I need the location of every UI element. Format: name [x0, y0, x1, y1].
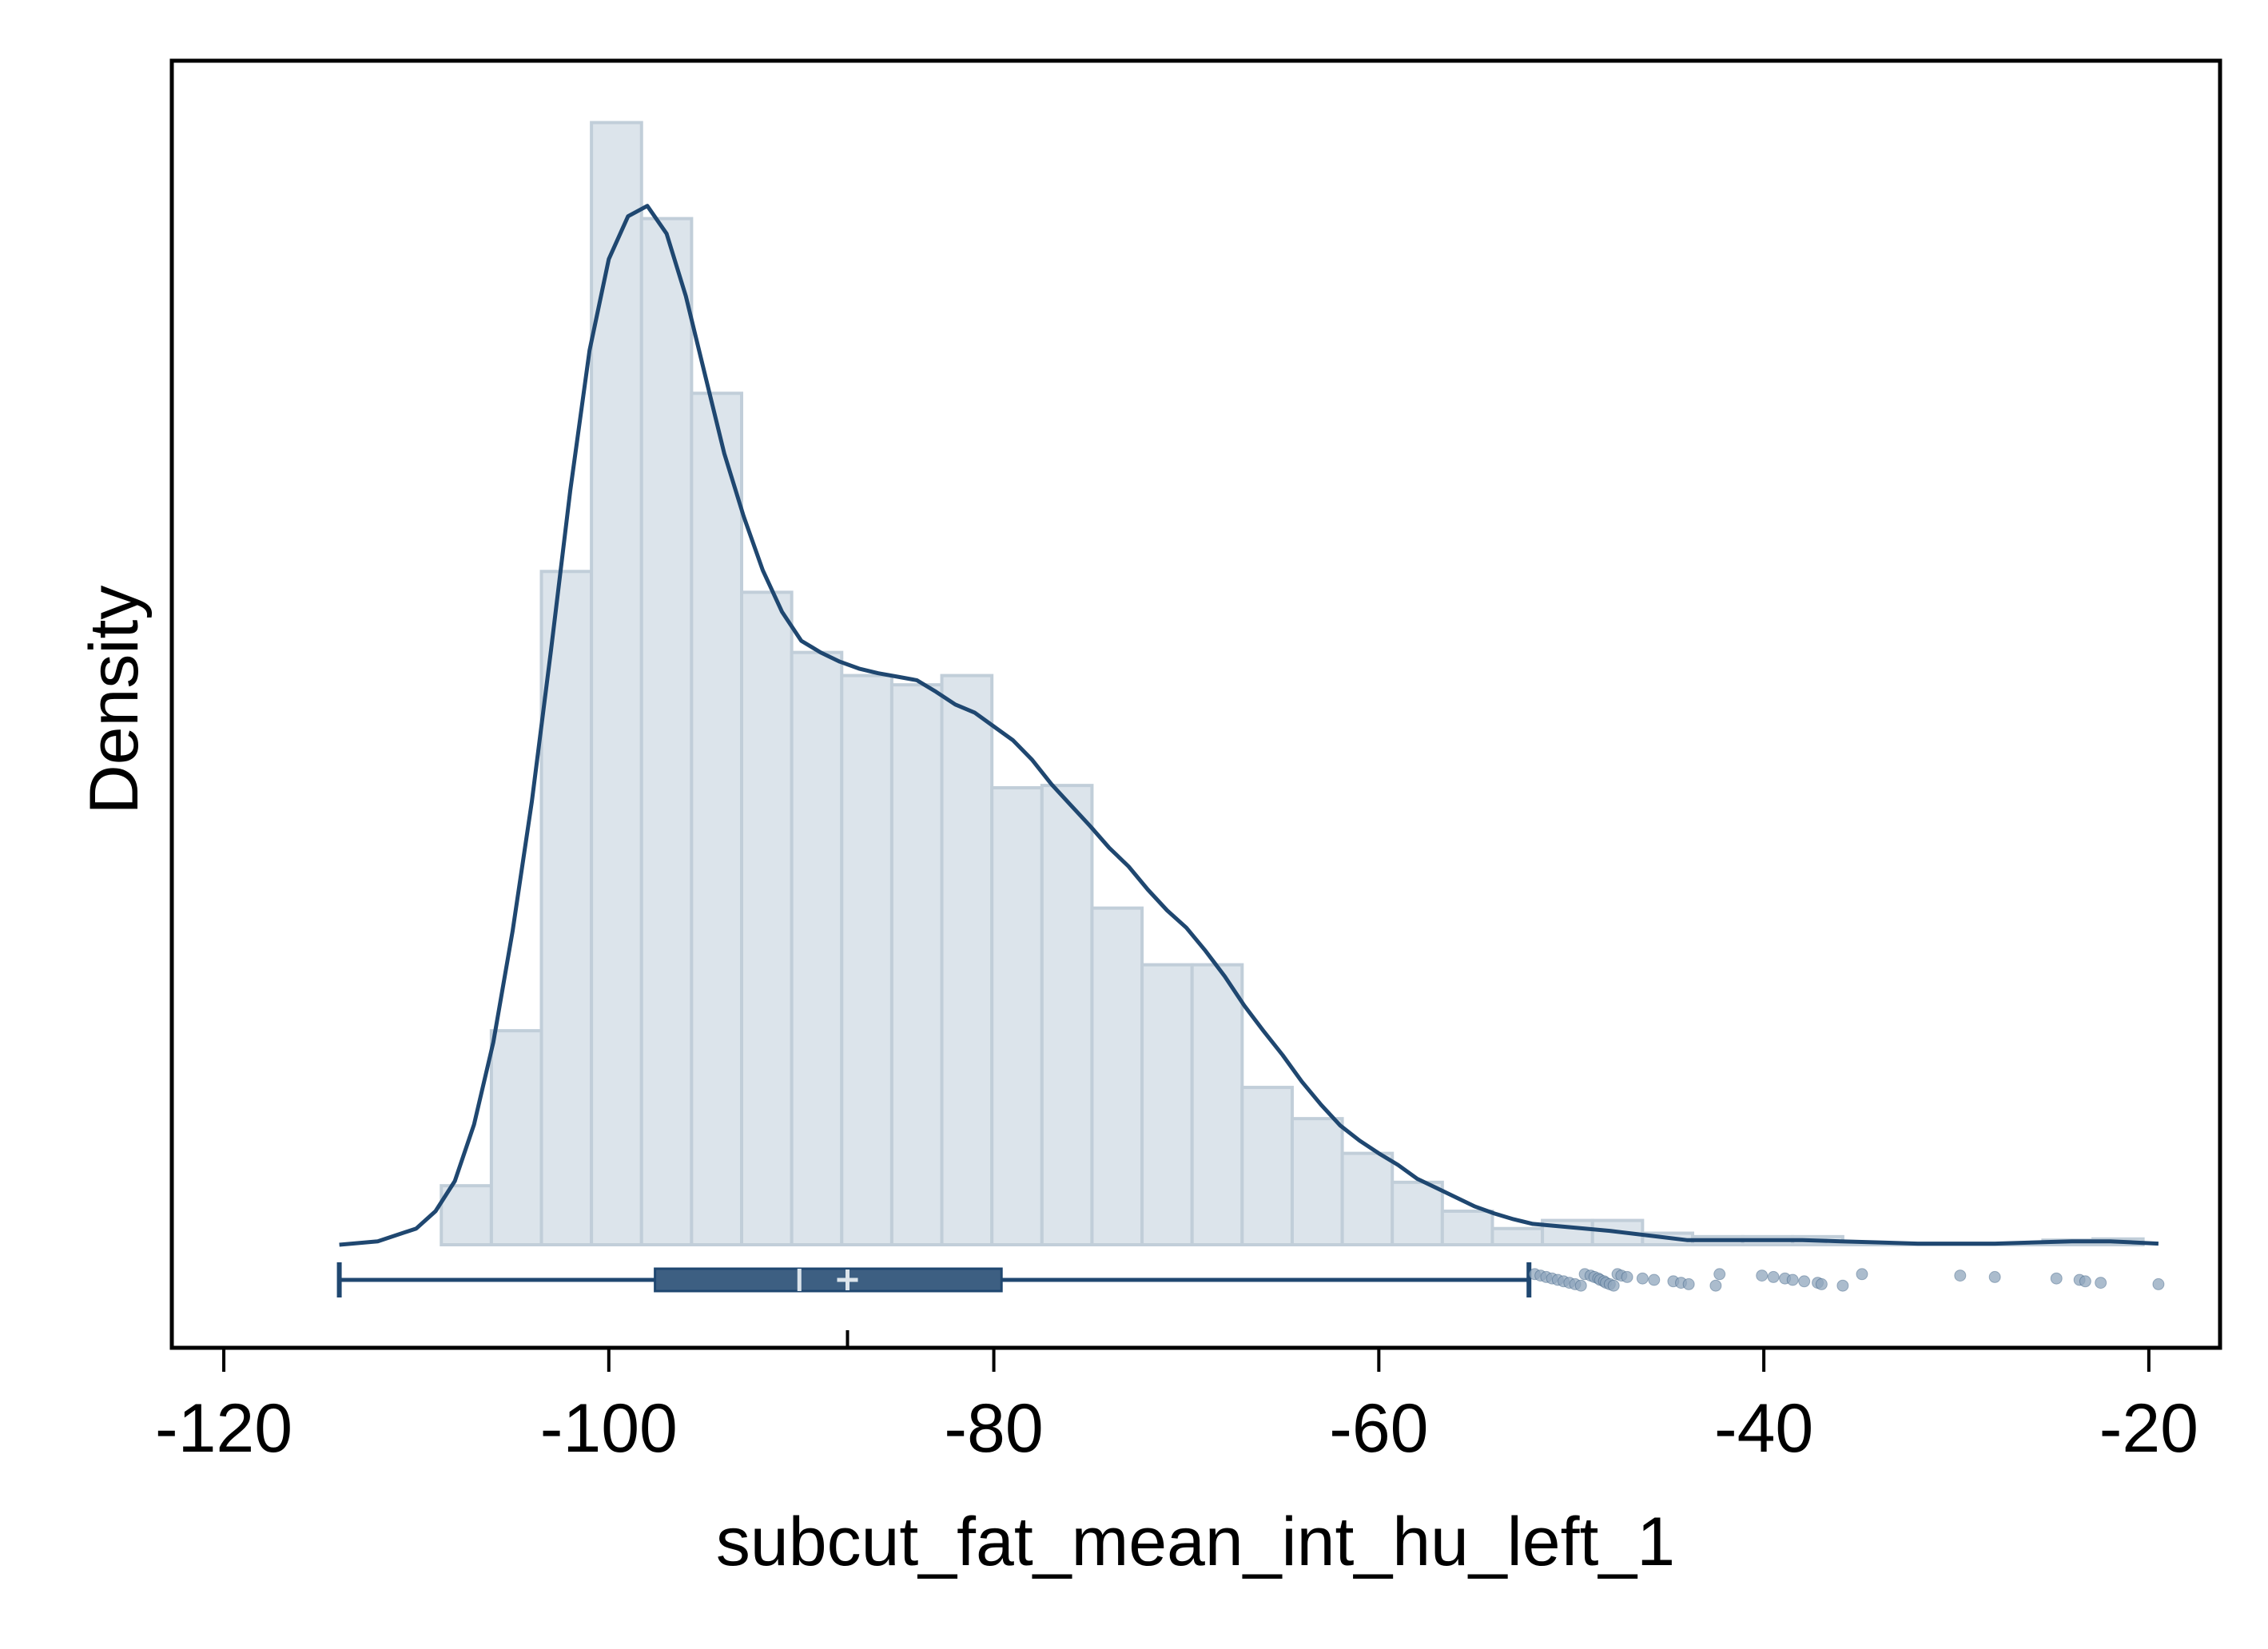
density-curve-layer [339, 204, 2159, 1247]
outlier-point [1954, 1270, 1967, 1282]
outlier-point [1767, 1270, 1780, 1283]
outlier-point [2079, 1275, 2091, 1288]
histogram-bar [940, 674, 994, 1246]
outlier-point [1682, 1277, 1695, 1290]
outlier-point [1574, 1279, 1587, 1292]
histogram-bar [1090, 906, 1144, 1246]
outlier-point [1756, 1270, 1769, 1282]
histogram-bar [1440, 1210, 1494, 1247]
outlier-point [1713, 1268, 1726, 1281]
outlier-point [1988, 1270, 2001, 1283]
histogram-bar [1490, 1226, 1545, 1247]
histogram-bar [639, 217, 694, 1246]
x-tick-label: -20 [2099, 1390, 2198, 1467]
plot-frame [169, 58, 2222, 1350]
x-tick-label: -80 [944, 1390, 1043, 1467]
interquartile-box [654, 1267, 1003, 1293]
outlier-point [1709, 1279, 1722, 1292]
histogram-bar [590, 121, 643, 1247]
y-axis-label: Density [76, 586, 153, 815]
histogram-bar [440, 1184, 493, 1246]
outlier-point [1856, 1268, 1868, 1281]
histogram-bar [840, 674, 893, 1246]
outlier-point [1815, 1277, 1828, 1290]
density-curve [339, 204, 2159, 1247]
outlier-point [1836, 1279, 1849, 1292]
x-axis-label: subcut_fat_mean_int_hu_left_1 [716, 1504, 1675, 1580]
histogram-bar [489, 1029, 543, 1246]
x-axis: -120 -100 -80 -60 -40 -20 [155, 1330, 2198, 1467]
outlier-point [1648, 1274, 1661, 1286]
histogram-bar [790, 650, 844, 1246]
histogram-bar [1340, 1151, 1395, 1247]
outlier-point [1798, 1275, 1811, 1288]
outlier-point [1636, 1272, 1649, 1285]
histogram-bar [1040, 784, 1094, 1246]
histogram-bar [1391, 1180, 1444, 1246]
outlier-point [2152, 1277, 2165, 1290]
outlier-point [1621, 1270, 1633, 1283]
outlier-point [1786, 1274, 1799, 1286]
histogram-bar [690, 391, 744, 1247]
histogram-bar [990, 786, 1044, 1246]
histogram-bar [1240, 1086, 1294, 1247]
histogram-bar [1190, 963, 1244, 1246]
histogram-bar [539, 570, 594, 1246]
outlier-point [2050, 1272, 2063, 1285]
outlier-point [1607, 1279, 1620, 1292]
histogram-bar [740, 590, 794, 1246]
x-tick-label: -60 [1329, 1390, 1428, 1467]
boxplot-layer [336, 1262, 2165, 1297]
x-tick-label: -100 [540, 1390, 678, 1467]
outlier-point [2095, 1277, 2107, 1289]
histogram-bar [889, 683, 944, 1246]
histogram-bar [1140, 963, 1194, 1246]
x-tick-label: -40 [1714, 1390, 1813, 1467]
x-tick-label: -120 [155, 1390, 292, 1467]
histogram-bar [1290, 1117, 1344, 1246]
